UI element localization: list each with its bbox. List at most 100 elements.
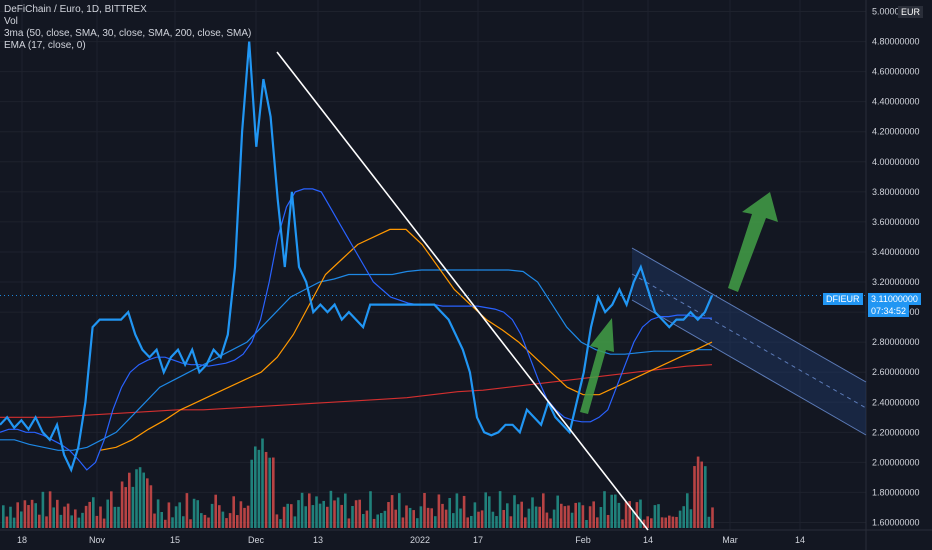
price-tick-label: 5.00000000: [872, 7, 920, 17]
volume-bar: [27, 505, 30, 528]
volume-bar: [624, 501, 628, 528]
volume-bar: [41, 491, 45, 528]
volume-bar: [243, 507, 246, 528]
volume-bar: [455, 493, 459, 528]
time-tick-label: 17: [473, 535, 483, 545]
price-tick-label: 4.20000000: [872, 127, 920, 137]
volume-bar: [16, 502, 19, 528]
volume-bar: [646, 516, 649, 528]
volume-bar: [279, 519, 282, 528]
volume-bar: [95, 515, 99, 528]
volume-bar: [527, 508, 531, 528]
volume-bar: [596, 517, 599, 528]
volume-bar: [264, 451, 268, 528]
volume-bar: [632, 511, 635, 528]
volume-bar: [340, 504, 343, 528]
volume-bar: [210, 503, 214, 528]
channel-mid: [631, 273, 867, 409]
volume-bar: [606, 514, 610, 528]
volume-bar: [203, 514, 207, 528]
volume-bar: [491, 511, 495, 528]
sma30-line: [0, 188, 712, 471]
volume-bar: [12, 517, 16, 528]
time-tick-label: 15: [170, 535, 180, 545]
volume-bar: [189, 519, 192, 528]
volume-bar: [77, 517, 81, 528]
volume-bar: [660, 517, 664, 528]
volume-bar: [221, 511, 225, 528]
volume-bar: [563, 506, 567, 528]
volume-bar: [671, 516, 675, 528]
volume-bar: [383, 510, 387, 528]
volume-bar: [207, 517, 210, 528]
price-tick-label: 4.00000000: [872, 157, 920, 167]
volume-bar: [578, 502, 581, 528]
price-tick-label: 3.20000000: [872, 277, 920, 287]
volume-bar: [696, 456, 700, 528]
volume-bar: [437, 494, 441, 528]
volume-bar: [329, 490, 333, 528]
volume-bar: [376, 514, 379, 528]
volume-bar: [700, 461, 703, 528]
volume-bar: [333, 500, 336, 528]
volume-bar: [124, 487, 127, 528]
volume-bar: [293, 516, 297, 528]
volume-bar: [441, 503, 444, 528]
volume-bar: [516, 504, 520, 528]
volume-bar: [192, 498, 196, 528]
volume-bar: [574, 502, 577, 528]
volume-bar: [372, 518, 376, 528]
volume-bar: [239, 501, 243, 528]
channel-fill: [632, 248, 866, 435]
volume-bar: [308, 493, 311, 528]
volume-bar: [470, 515, 473, 528]
volume-bar: [585, 519, 588, 528]
volume-bar: [214, 494, 217, 528]
volume-bar: [300, 492, 304, 528]
volume-bar: [639, 499, 642, 528]
volume-bar: [509, 516, 513, 528]
volume-bar: [668, 515, 671, 528]
volume-bar: [63, 506, 66, 528]
volume-bar: [502, 509, 505, 528]
volume-bar: [272, 457, 275, 528]
volume-bar: [693, 466, 696, 528]
volume-bar: [84, 505, 88, 528]
time-tick-label: 2022: [410, 535, 430, 545]
volume-bar: [477, 511, 480, 528]
volume-bar: [686, 493, 689, 528]
volume-bar: [178, 502, 181, 528]
channel-upper: [631, 247, 867, 383]
volume-bar: [567, 505, 570, 528]
volume-bar: [59, 514, 63, 528]
volume-bar: [506, 503, 509, 528]
volume-bar: [556, 495, 559, 528]
volume-bar: [408, 507, 412, 528]
volume-bar: [52, 507, 55, 528]
volume-bar: [9, 506, 12, 528]
currency-label: EUR: [898, 6, 924, 18]
legend-title: DeFiChain / Euro, 1D, BITTREX: [4, 4, 147, 15]
volume-bar: [347, 518, 351, 528]
volume-bar: [156, 499, 160, 528]
volume-bar: [81, 512, 84, 528]
price-tick-label: 1.80000000: [872, 487, 920, 497]
volume-bar: [689, 509, 693, 528]
volume-bar: [628, 501, 631, 528]
volume-bar: [282, 506, 286, 528]
volume-bar: [102, 518, 106, 528]
price-tick-label: 3.60000000: [872, 217, 920, 227]
volume-bar: [707, 516, 711, 528]
volume-bar: [34, 503, 37, 528]
volume-bar: [135, 469, 138, 528]
volume-bar: [570, 512, 574, 528]
volume-bar: [466, 517, 469, 528]
volume-bar: [171, 517, 174, 528]
volume-bar: [358, 499, 361, 528]
volume-bar: [444, 509, 448, 528]
volume-bar: [304, 506, 307, 528]
volume-bar: [254, 446, 257, 528]
volume-bar: [614, 494, 617, 528]
volume-bar: [142, 472, 145, 528]
